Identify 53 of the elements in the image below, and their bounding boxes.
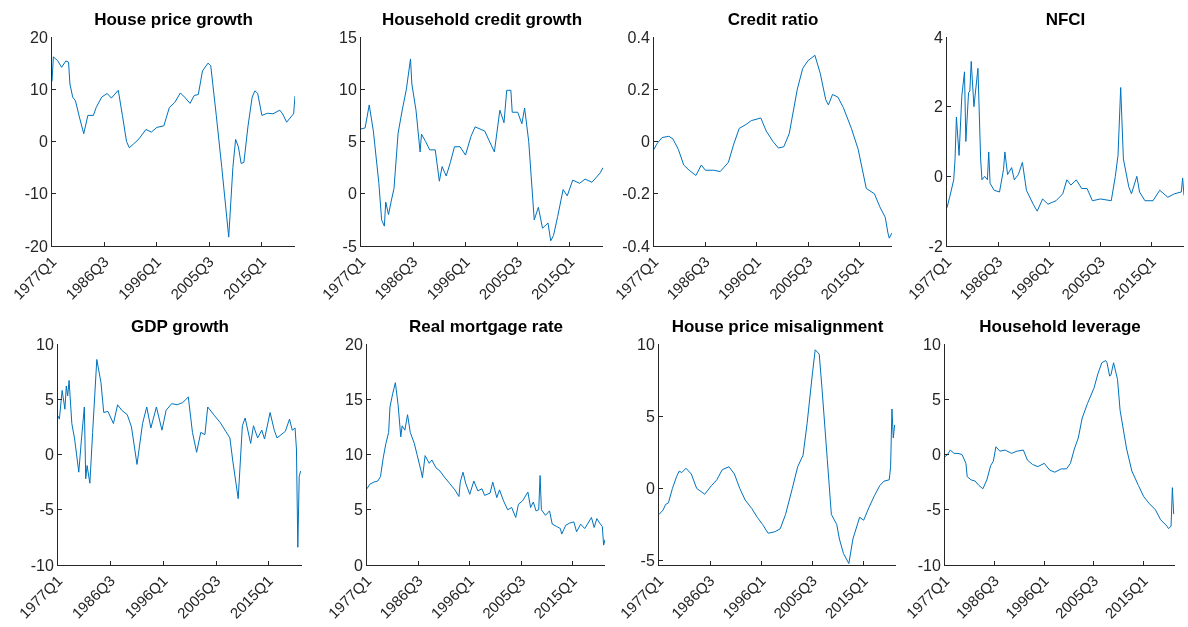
y-tick-label: -0.2	[622, 185, 650, 203]
y-tick-label: 15	[345, 390, 363, 408]
line-series	[947, 60, 1184, 212]
y-tick-label: -10	[24, 185, 48, 203]
y-tick-label: 20	[30, 28, 48, 46]
y-tick-label: 10	[345, 446, 363, 464]
y-tick-label: 0	[931, 446, 941, 464]
y-tick-label: -20	[24, 237, 48, 255]
y-tick-label: 0.4	[627, 28, 650, 46]
y-tick-label: 0	[645, 480, 655, 498]
y-tick-label: -10	[30, 556, 54, 574]
chart-title: GDP growth	[131, 316, 229, 336]
y-tick-label: 5	[353, 501, 363, 519]
y-tick-label: 5	[931, 390, 941, 408]
y-tick-label: 2	[933, 98, 943, 116]
y-tick-label: 10	[637, 335, 655, 353]
chart-title: Household leverage	[979, 316, 1141, 336]
y-tick-label: 5	[645, 407, 655, 425]
y-tick-label: 10	[36, 335, 54, 353]
y-tick-label: 0	[640, 133, 650, 151]
chart-title: House price growth	[94, 9, 253, 29]
y-tick-label: 0	[347, 185, 357, 203]
chart-title: NFCI	[1045, 9, 1086, 29]
line-series	[367, 382, 605, 546]
line-series	[52, 56, 295, 238]
y-tick-label: 0.2	[627, 80, 650, 98]
y-tick-label: 15	[339, 28, 357, 46]
chart-title: Household credit growth	[381, 9, 583, 29]
y-tick-label: -10	[917, 556, 941, 574]
chart-title: Real mortgage rate	[409, 316, 563, 336]
y-tick-label: 4	[933, 28, 943, 46]
y-tick-label: -5	[640, 552, 655, 570]
line-series	[361, 58, 603, 242]
y-tick-label: -5	[342, 237, 357, 255]
y-tick-label: 10	[30, 80, 48, 98]
y-tick-label: -5	[39, 501, 54, 519]
chart-title: Credit ratio	[727, 9, 819, 29]
y-tick-label: 0	[38, 133, 48, 151]
line-series	[58, 358, 302, 548]
line-series	[654, 54, 892, 239]
y-tick-label: -0.4	[622, 237, 650, 255]
y-tick-label: 0	[44, 446, 54, 464]
line-series	[945, 360, 1175, 530]
y-tick-label: -2	[928, 237, 943, 255]
chart-title: House price misalignment	[671, 316, 884, 336]
y-tick-label: 10	[923, 335, 941, 353]
y-tick-label: 0	[933, 167, 943, 185]
y-tick-label: 10	[339, 80, 357, 98]
y-tick-label: -5	[926, 501, 941, 519]
y-tick-label: 20	[345, 335, 363, 353]
y-tick-label: 0	[353, 556, 363, 574]
y-tick-label: 5	[44, 390, 54, 408]
y-tick-label: 5	[347, 133, 357, 151]
